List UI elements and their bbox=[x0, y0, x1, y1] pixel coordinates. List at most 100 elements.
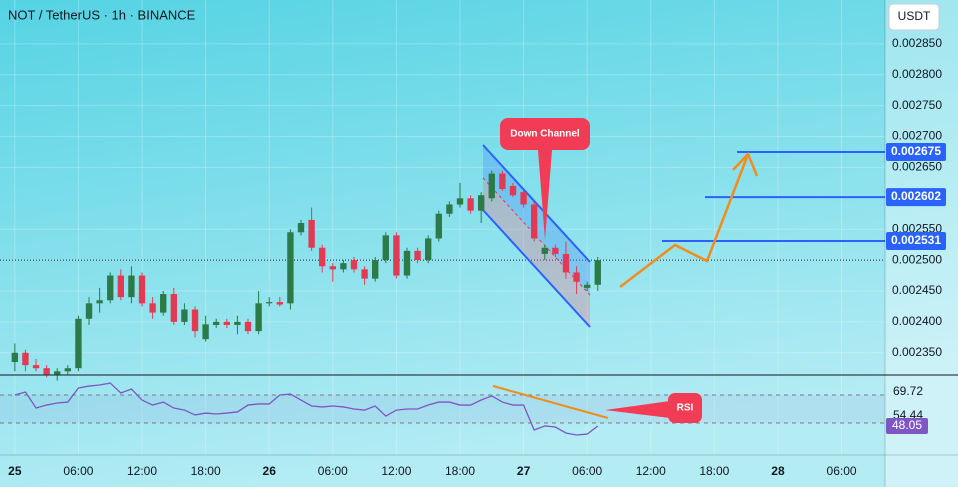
candle-body bbox=[319, 247, 326, 267]
level-tag bbox=[886, 142, 946, 161]
y-tick-label: 0.002650 bbox=[892, 160, 942, 174]
candle-body bbox=[573, 272, 580, 282]
candle-body bbox=[297, 223, 305, 233]
x-tick-label: 12:00 bbox=[127, 464, 157, 478]
annotation: Down Channel bbox=[510, 129, 580, 140]
x-tick-label: 06:00 bbox=[827, 464, 857, 478]
candle-body bbox=[276, 302, 283, 305]
rsi-band bbox=[0, 395, 885, 423]
candle-body bbox=[54, 371, 61, 375]
rsi-trendline bbox=[492, 385, 609, 419]
y-tick-label: 0.002750 bbox=[892, 98, 942, 112]
y-tick-label: 0.002350 bbox=[892, 345, 942, 359]
candle-body bbox=[467, 198, 474, 211]
callout-box bbox=[500, 118, 590, 150]
channel-lower bbox=[483, 178, 590, 327]
y-tick-label: 0.002850 bbox=[892, 36, 942, 50]
callout-pointer bbox=[538, 150, 552, 240]
candle-body bbox=[160, 294, 167, 313]
rsi-tag bbox=[886, 418, 928, 435]
candle-body bbox=[425, 238, 432, 261]
rsi-current-label: 48.05 bbox=[892, 418, 922, 432]
y-tick-label: 0.002450 bbox=[892, 283, 942, 297]
candle-body bbox=[96, 300, 103, 304]
candle-body bbox=[509, 185, 517, 196]
level-label: 0.002602 bbox=[891, 189, 941, 203]
candle-body bbox=[393, 235, 400, 276]
grid bbox=[0, 259, 885, 261]
candle-body bbox=[22, 352, 29, 366]
x-tick-label: 18:00 bbox=[699, 464, 729, 478]
candle-body bbox=[64, 368, 72, 372]
y-tick-label: 0.002400 bbox=[892, 314, 942, 328]
candle-body bbox=[85, 303, 93, 319]
callout-box bbox=[668, 393, 702, 423]
candle-body bbox=[382, 235, 389, 261]
candle-body bbox=[181, 309, 188, 322]
candle-body bbox=[372, 260, 379, 279]
level-tag bbox=[886, 231, 946, 250]
rsi bbox=[14, 382, 599, 436]
candle-body bbox=[435, 213, 442, 239]
candle-body bbox=[234, 321, 241, 325]
candle-body bbox=[287, 232, 294, 304]
candle-body bbox=[361, 269, 368, 279]
candle-body bbox=[32, 365, 40, 369]
currency-box[interactable] bbox=[888, 3, 940, 31]
candle-body bbox=[223, 321, 230, 325]
candle-body bbox=[552, 247, 559, 254]
candle-body bbox=[350, 260, 358, 270]
projection-path bbox=[619, 156, 749, 288]
x-tick-label: 06:00 bbox=[63, 464, 93, 478]
candle-body bbox=[478, 195, 485, 211]
channel-line bbox=[482, 209, 591, 328]
candle-body bbox=[456, 198, 464, 205]
x-tick-label: 12:00 bbox=[381, 464, 411, 478]
callout-pointer bbox=[605, 401, 670, 418]
candle-body bbox=[499, 173, 506, 190]
candle-body bbox=[414, 250, 421, 261]
x-tick-label: 18:00 bbox=[191, 464, 221, 478]
y-tick-label: 0.002500 bbox=[892, 252, 942, 266]
chart-title: NOT / TetherUS · 1h · BINANCE bbox=[8, 7, 196, 22]
x-tick-label: 27 bbox=[517, 464, 531, 478]
candle-body bbox=[107, 275, 114, 301]
candle-body bbox=[149, 303, 156, 313]
candle-body bbox=[202, 324, 209, 340]
projection-arrow bbox=[732, 151, 759, 177]
candles bbox=[11, 150, 885, 381]
candle-body bbox=[541, 247, 548, 254]
level-label: 0.002531 bbox=[891, 233, 941, 247]
y-tick-label: 0.002550 bbox=[892, 221, 942, 235]
currency: USDT bbox=[898, 9, 931, 23]
rsi-line bbox=[14, 382, 599, 436]
level-tag bbox=[886, 188, 946, 207]
candle-body bbox=[308, 219, 315, 248]
candle-body bbox=[562, 253, 570, 273]
x-tick-label: 06:00 bbox=[572, 464, 602, 478]
candle-body bbox=[520, 192, 527, 205]
annotation: RSI bbox=[677, 403, 694, 414]
candle-body bbox=[403, 250, 411, 276]
candle-body bbox=[266, 302, 273, 304]
channel-line bbox=[482, 144, 591, 263]
x-tick-label: 12:00 bbox=[636, 464, 666, 478]
candle-body bbox=[117, 275, 125, 298]
candle-body bbox=[531, 204, 538, 239]
y-tick-label: 0.002700 bbox=[892, 129, 942, 143]
candle-body bbox=[446, 204, 453, 214]
candle-body bbox=[43, 368, 50, 375]
candle-body bbox=[329, 266, 336, 270]
candle-body bbox=[583, 284, 591, 288]
candle-body bbox=[138, 275, 146, 304]
x-tick-label: 28 bbox=[771, 464, 785, 478]
candle-body bbox=[191, 309, 199, 332]
candle-body bbox=[11, 352, 19, 363]
candle-body bbox=[128, 275, 135, 298]
candle-body bbox=[594, 260, 601, 285]
candle-body bbox=[170, 294, 177, 322]
x-tick-label: 06:00 bbox=[318, 464, 348, 478]
level-label: 0.002675 bbox=[891, 144, 941, 158]
x-tick-label: 25 bbox=[8, 464, 22, 478]
